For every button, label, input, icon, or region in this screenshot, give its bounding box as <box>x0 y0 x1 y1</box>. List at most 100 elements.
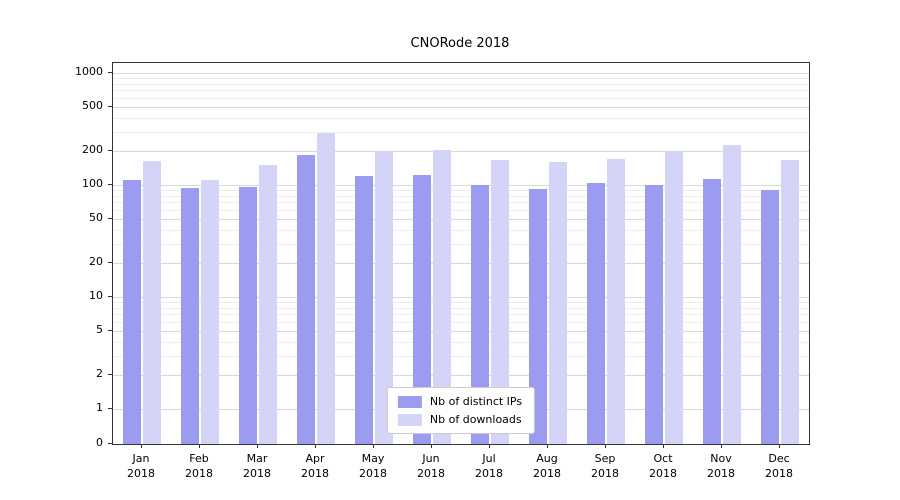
bar-distinct-ips <box>239 187 257 444</box>
y-tick-label: 0 <box>96 436 103 449</box>
bar-downloads <box>723 144 741 444</box>
bar-downloads <box>259 165 277 444</box>
gridline-minor <box>113 321 809 323</box>
gridline-minor <box>113 78 809 80</box>
x-tick-label: Sep 2018 <box>591 452 619 480</box>
y-tick-mark <box>108 443 112 444</box>
bar-downloads <box>143 160 161 444</box>
gridline-minor <box>113 117 809 119</box>
x-tick-mark <box>199 444 200 448</box>
x-tick-label: Aug 2018 <box>533 452 561 480</box>
x-tick-label: Jul 2018 <box>475 452 503 480</box>
legend-item-distinct-ips: Nb of distinct IPs <box>397 395 523 408</box>
y-tick-mark <box>108 329 112 331</box>
y-tick-mark <box>108 184 112 185</box>
y-tick-mark <box>108 374 112 376</box>
y-tick-label: 5 <box>96 322 103 336</box>
bar-distinct-ips <box>355 176 373 444</box>
gridline-major <box>113 375 809 377</box>
legend: Nb of distinct IPs Nb of downloads <box>386 387 536 434</box>
y-tick-label: 50 <box>89 210 103 224</box>
bar-distinct-ips <box>645 185 663 444</box>
gridline-minor <box>113 83 809 85</box>
y-tick-mark <box>108 262 112 264</box>
gridline-major <box>113 73 809 74</box>
x-tick-label: Oct 2018 <box>649 452 677 480</box>
x-tick-label: Jun 2018 <box>417 452 445 480</box>
x-tick-label: Nov 2018 <box>707 452 735 480</box>
gridline-minor <box>113 355 809 357</box>
legend-label-distinct-ips: Nb of distinct IPs <box>429 395 523 408</box>
bar-downloads <box>201 179 219 444</box>
x-tick-mark <box>257 444 258 448</box>
gridline-minor <box>113 97 809 99</box>
gridline-major <box>113 263 809 265</box>
gridline-major <box>113 297 809 298</box>
y-tick-label: 200 <box>82 143 103 157</box>
bar-distinct-ips <box>529 188 547 444</box>
x-tick-label: Jan 2018 <box>127 452 155 480</box>
bar-downloads <box>781 159 799 444</box>
bar-downloads <box>317 133 335 444</box>
gridline-minor <box>113 202 809 204</box>
x-tick-label: Apr 2018 <box>301 452 329 480</box>
y-tick-mark <box>108 217 112 219</box>
y-tick-mark <box>108 105 112 107</box>
x-tick-label: Mar 2018 <box>243 452 271 480</box>
x-tick-mark <box>141 444 142 448</box>
y-tick-label: 100 <box>82 177 103 190</box>
gridline-major <box>113 330 809 332</box>
legend-item-downloads: Nb of downloads <box>397 413 522 426</box>
legend-swatch-downloads <box>397 413 422 426</box>
chart-title: CNORode 2018 <box>410 36 510 51</box>
y-tick-mark <box>108 408 112 409</box>
gridline-minor <box>113 209 809 211</box>
y-tick-label: 20 <box>89 255 103 269</box>
bar-downloads <box>665 151 683 444</box>
x-tick-mark <box>605 444 606 448</box>
y-tick-label: 10 <box>89 289 103 302</box>
gridline-major <box>113 106 809 108</box>
gridline-major <box>113 151 809 153</box>
x-tick-label: Dec 2018 <box>765 452 793 480</box>
gridline-minor <box>113 190 809 192</box>
x-tick-mark <box>721 444 722 448</box>
gridline-minor <box>113 229 809 231</box>
gridline-minor <box>113 307 809 309</box>
y-tick-label: 2 <box>96 367 103 381</box>
bar-distinct-ips <box>587 182 605 444</box>
x-tick-mark <box>547 444 548 448</box>
y-tick-label: 500 <box>82 98 103 112</box>
gridline-minor <box>113 195 809 197</box>
y-tick-mark <box>108 72 112 73</box>
bar-distinct-ips <box>703 179 721 444</box>
legend-swatch-distinct-ips <box>397 395 422 408</box>
x-tick-label: Feb 2018 <box>185 452 213 480</box>
x-tick-mark <box>431 444 432 448</box>
bar-distinct-ips <box>297 155 315 444</box>
bar-downloads <box>491 159 509 444</box>
gridline-minor <box>113 90 809 92</box>
y-tick-mark <box>108 296 112 297</box>
gridline-major <box>113 218 809 220</box>
x-tick-label: May 2018 <box>359 452 387 480</box>
gridline-minor <box>113 302 809 304</box>
bar-downloads <box>375 151 393 444</box>
bar-downloads <box>549 162 567 444</box>
gridline-minor <box>113 341 809 343</box>
x-tick-mark <box>663 444 664 448</box>
bar-distinct-ips <box>181 187 199 444</box>
legend-label-downloads: Nb of downloads <box>429 413 522 426</box>
x-tick-mark <box>373 444 374 448</box>
x-tick-mark <box>489 444 490 448</box>
bar-distinct-ips <box>123 180 141 444</box>
plot-area: Nb of distinct IPs Nb of downloads <box>112 62 810 445</box>
gridline-minor <box>113 243 809 245</box>
y-tick-label: 1000 <box>75 65 103 78</box>
bar-distinct-ips <box>761 190 779 444</box>
bar-distinct-ips <box>471 185 489 444</box>
gridline-minor <box>113 131 809 133</box>
gridline-major <box>113 185 809 186</box>
gridline-minor <box>113 314 809 316</box>
